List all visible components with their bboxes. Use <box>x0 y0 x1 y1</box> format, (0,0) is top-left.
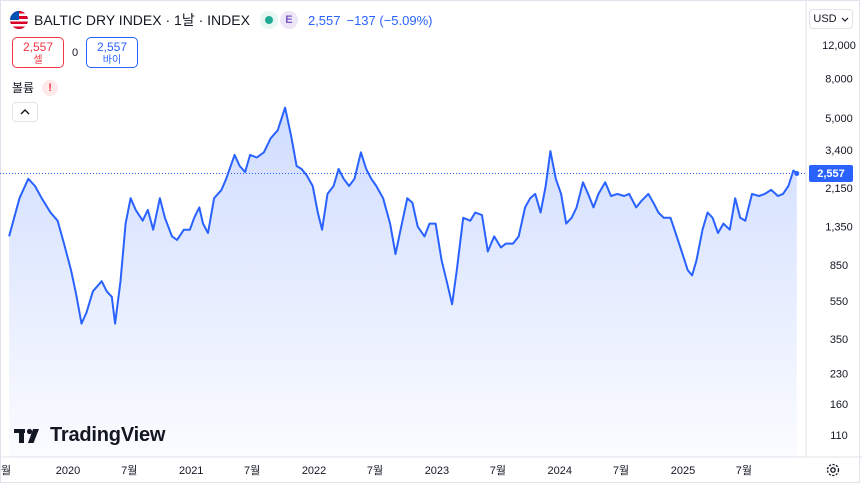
x-tick-label: 2020 <box>56 465 80 477</box>
y-tick-label: 3,400 <box>825 145 853 157</box>
y-tick-label: 160 <box>830 399 848 411</box>
volume-indicator[interactable]: 볼륨 ! <box>12 79 59 96</box>
currency-selector[interactable]: USD <box>809 9 853 29</box>
buy-label: 바이 <box>102 55 122 66</box>
x-tick-label: 2022 <box>302 465 326 477</box>
last-price-tag: 2,557 <box>809 165 853 182</box>
y-tick-label: 8,000 <box>825 74 853 86</box>
y-tick-label: 550 <box>830 296 848 308</box>
chevron-down-icon <box>841 17 849 22</box>
symbol-title[interactable]: BALTIC DRY INDEX · 1날 · INDEX <box>34 12 250 28</box>
sell-button[interactable]: 2,557 셀 <box>12 37 64 68</box>
trade-buttons: 2,557 셀 0 2,557 바이 <box>12 37 138 68</box>
x-tick-label: 2025 <box>671 465 695 477</box>
sell-label: 셀 <box>33 55 43 66</box>
volume-label: 볼륨 <box>12 81 35 95</box>
chevron-up-icon <box>20 109 30 115</box>
sell-price: 2,557 <box>22 40 54 54</box>
x-tick-label: 2021 <box>179 465 203 477</box>
x-tick-label: 2023 <box>425 465 449 477</box>
last-price-dot <box>794 171 800 177</box>
y-tick-label: 5,000 <box>825 113 853 125</box>
market-status-icon[interactable] <box>259 11 278 29</box>
settings-button[interactable] <box>824 461 842 479</box>
spread-value: 0 <box>71 46 79 59</box>
x-tick-label: 7월 <box>244 464 260 477</box>
e-badge[interactable]: E <box>279 11 298 29</box>
buy-price: 2,557 <box>96 40 128 54</box>
x-axis: 월 2020 7월 2021 7월 2022 7월 2023 7월 2024 7월 2025 7월 <box>1 464 752 477</box>
tradingview-logo-icon <box>14 428 39 443</box>
y-tick-label: 12,000 <box>822 40 856 52</box>
chart-legend: BALTIC DRY INDEX · 1날 · INDEX E 2,557 −1… <box>10 10 433 30</box>
y-tick-label: 2,150 <box>825 183 853 195</box>
y-axis: 12,000 8,000 5,000 3,400 2,150 1,350 850 550 350… <box>822 40 856 442</box>
last-price: 2,557 <box>307 12 341 28</box>
y-tick-label: 850 <box>830 260 848 272</box>
warning-icon[interactable]: ! <box>42 79 59 96</box>
currency-label: USD <box>813 13 837 25</box>
y-tick-label: 230 <box>830 369 848 381</box>
area-fill-layer <box>9 107 797 457</box>
series-area <box>9 107 797 457</box>
tradingview-logo[interactable]: TradingView <box>14 424 165 447</box>
x-tick-label: 2024 <box>548 465 572 477</box>
x-tick-label: 7월 <box>121 464 137 477</box>
x-tick-label: 7월 <box>613 464 629 477</box>
brand-name: TradingView <box>50 424 166 446</box>
series-line <box>8 106 798 325</box>
collapse-button[interactable] <box>12 102 38 122</box>
y-tick-label: 110 <box>830 430 848 442</box>
price-change: −137 (−5.09%) <box>346 12 433 28</box>
x-tick-label: 월 <box>1 464 11 477</box>
x-tick-label: 7월 <box>736 464 752 477</box>
series-line-layer <box>0 106 806 325</box>
y-tick-label: 1,350 <box>825 222 853 234</box>
buy-button[interactable]: 2,557 바이 <box>86 37 138 68</box>
y-tick-label: 350 <box>830 334 848 346</box>
x-tick-label: 7월 <box>490 464 506 477</box>
us-flag-icon <box>10 11 28 29</box>
x-tick-label: 7월 <box>367 464 383 477</box>
gear-icon <box>826 463 840 477</box>
